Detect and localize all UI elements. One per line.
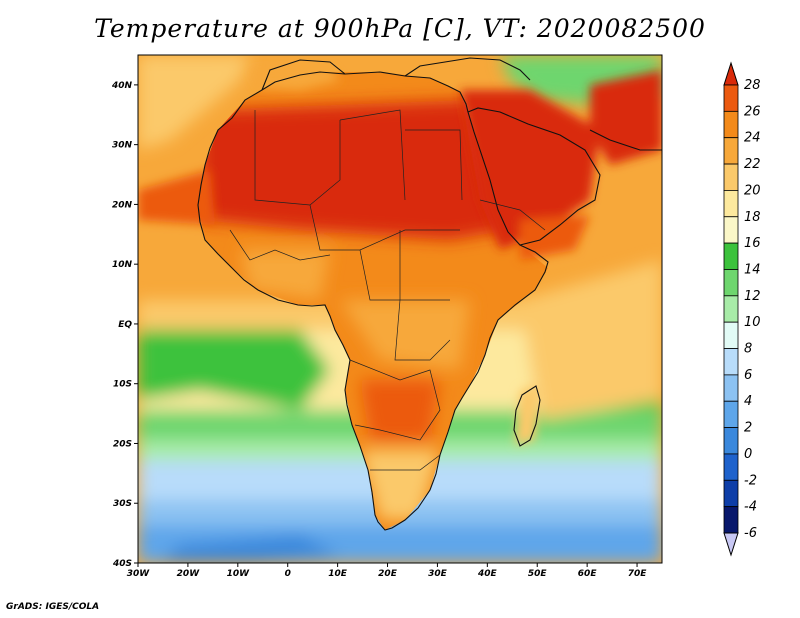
colorbar-band	[723, 400, 739, 428]
lon-tick-label: 20W	[177, 569, 201, 579]
country-borders	[229, 109, 546, 471]
colorbar-label: -6	[744, 526, 757, 541]
lon-tick-label: 10W	[227, 569, 251, 579]
lon-tick-label: 30W	[127, 569, 151, 579]
longitude-axis: 30W 20W 10W 0 10E 20E 30E 40E 50E 60E 70E	[127, 563, 647, 579]
lat-tick-label: 20S	[113, 439, 132, 449]
footer-credit: GrADS: IGES/COLA	[6, 602, 100, 612]
colorbar-band	[723, 453, 739, 481]
colorbar-label: -2	[744, 473, 757, 488]
colorbar-label: 26	[744, 104, 761, 119]
lat-tick-label: EQ	[118, 320, 132, 330]
map-frame	[137, 54, 663, 564]
lat-tick-label: 10N	[112, 260, 133, 270]
colorbar-label: 22	[744, 157, 761, 172]
colorbar-label: 18	[744, 210, 761, 225]
colorbar-label: 12	[744, 289, 761, 304]
colorbar-band	[723, 374, 739, 402]
colorbar-band	[723, 137, 739, 165]
lat-tick-label: 30N	[112, 141, 133, 151]
colorbar-label: 4	[744, 394, 752, 409]
lat-tick-label: 20N	[112, 200, 133, 210]
colorbar-band	[723, 163, 739, 191]
lon-tick-label: 40E	[477, 569, 498, 579]
map-title: Temperature at 900hPa [C], VT: 202008250…	[94, 14, 706, 43]
lon-tick-label: 70E	[628, 569, 648, 579]
lat-tick-label: 10S	[113, 380, 132, 390]
colorbar-bottom-arrow	[723, 532, 739, 557]
lat-tick-label: 40N	[111, 81, 133, 91]
colorbar-band	[723, 479, 739, 508]
colorbar-label: 24	[744, 131, 761, 146]
coastlines	[197, 57, 662, 531]
colorbar-band	[723, 295, 739, 323]
colorbar-label: 2	[744, 421, 752, 436]
colorbar-band	[723, 242, 739, 270]
latitude-axis: 40N 30N 20N 10N EQ 10S 20S 30S 40S	[111, 81, 138, 569]
colorbar-label: 6	[744, 368, 752, 383]
lon-tick-label: 10E	[328, 569, 348, 579]
colorbar-top-arrow	[723, 61, 739, 86]
colorbar-label: -4	[744, 500, 757, 515]
colorbar-band	[723, 110, 739, 139]
lon-tick-label: 60E	[578, 569, 598, 579]
colorbar-label: 28	[744, 78, 761, 93]
colorbar-label: 0	[744, 447, 752, 462]
colorbar-label: 20	[744, 183, 761, 198]
colorbar-band	[723, 321, 739, 349]
colorbar-band	[723, 427, 739, 455]
colorbar-band	[723, 506, 739, 534]
colorbar-band	[723, 84, 739, 112]
colorbar-label: 14	[744, 262, 761, 277]
colorbar-label: 10	[744, 315, 761, 330]
colorbar-band	[723, 269, 739, 297]
lat-tick-label: 40S	[112, 559, 132, 569]
lat-tick-label: 30S	[113, 499, 132, 509]
lon-tick-label: 50E	[528, 569, 548, 579]
colorbar-label: 8	[744, 342, 752, 357]
colorbar-band	[723, 348, 739, 376]
lon-tick-label: 30E	[428, 569, 448, 579]
colorbar-band	[723, 190, 739, 218]
lon-tick-label: 20E	[378, 569, 398, 579]
temperature-field	[138, 55, 662, 563]
colorbar-band	[723, 216, 739, 244]
colorbar-label: 16	[744, 236, 761, 251]
lon-tick-label: 0	[285, 569, 291, 579]
